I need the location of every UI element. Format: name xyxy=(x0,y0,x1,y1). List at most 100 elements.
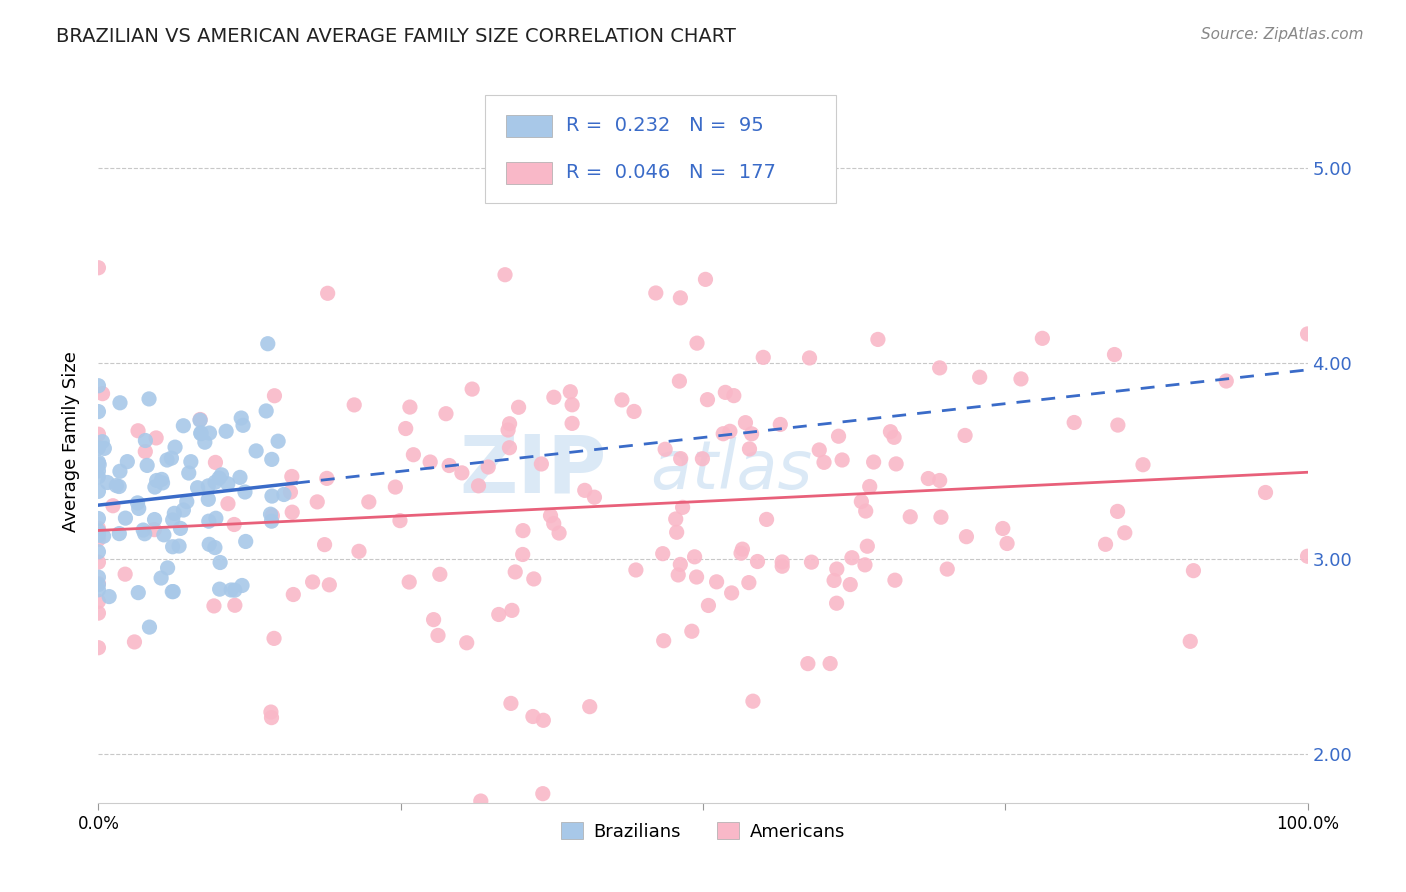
Point xyxy=(685,570,707,584)
Point xyxy=(496,423,519,437)
Point xyxy=(127,585,149,599)
Point xyxy=(87,570,110,584)
Point xyxy=(456,636,478,650)
Point xyxy=(723,389,745,403)
Point xyxy=(1132,458,1154,472)
Point xyxy=(623,404,645,418)
Point xyxy=(108,396,131,410)
Point xyxy=(825,562,848,576)
Point xyxy=(219,582,242,597)
Point xyxy=(150,472,173,486)
FancyBboxPatch shape xyxy=(485,95,837,203)
Point xyxy=(884,457,907,471)
Point xyxy=(671,500,693,515)
Point xyxy=(162,584,184,599)
Point xyxy=(165,440,187,454)
Point xyxy=(263,389,285,403)
Point xyxy=(281,505,304,519)
Point xyxy=(167,539,190,553)
Point xyxy=(665,512,688,526)
Point xyxy=(87,576,110,591)
Text: R =  0.232   N =  95: R = 0.232 N = 95 xyxy=(567,116,763,136)
Point xyxy=(1296,549,1319,564)
Point xyxy=(583,490,606,504)
Point xyxy=(936,562,959,576)
Point xyxy=(450,466,472,480)
Point xyxy=(898,509,921,524)
Point xyxy=(314,538,336,552)
Point xyxy=(260,711,283,725)
Point xyxy=(755,512,778,526)
Point xyxy=(770,559,793,574)
Point xyxy=(827,429,849,443)
Point xyxy=(738,442,761,456)
Point xyxy=(224,517,246,532)
Point xyxy=(395,421,418,435)
Point xyxy=(224,583,246,598)
Point xyxy=(87,524,110,538)
Point xyxy=(105,478,128,492)
Point xyxy=(866,333,889,347)
Point xyxy=(522,709,544,723)
Point xyxy=(799,351,821,365)
Point xyxy=(150,571,173,585)
Point xyxy=(87,582,110,597)
Point xyxy=(87,455,110,469)
Point xyxy=(1180,634,1202,648)
Point xyxy=(1182,564,1205,578)
Point xyxy=(162,540,184,554)
Point xyxy=(797,657,820,671)
Point xyxy=(512,548,534,562)
Point xyxy=(198,537,221,551)
Point xyxy=(315,471,337,485)
Point xyxy=(101,499,124,513)
Point xyxy=(683,549,706,564)
Point xyxy=(1296,326,1319,341)
Point xyxy=(501,603,523,617)
Point xyxy=(87,521,110,535)
Point xyxy=(955,530,977,544)
Point xyxy=(162,584,184,599)
Point xyxy=(156,453,179,467)
Point xyxy=(217,497,239,511)
Point xyxy=(145,474,167,488)
Point xyxy=(197,479,219,493)
Point xyxy=(254,404,277,418)
Point xyxy=(187,481,209,495)
Point xyxy=(752,351,775,365)
Point xyxy=(87,484,110,499)
Point xyxy=(114,511,136,525)
Point xyxy=(437,458,460,473)
Text: Source: ZipAtlas.com: Source: ZipAtlas.com xyxy=(1201,27,1364,42)
Legend: Brazilians, Americans: Brazilians, Americans xyxy=(554,815,852,848)
Text: atlas: atlas xyxy=(630,437,813,503)
Point xyxy=(498,441,520,455)
Point xyxy=(928,360,950,375)
Point xyxy=(232,418,254,433)
Point xyxy=(256,336,278,351)
Point xyxy=(429,567,451,582)
Point xyxy=(229,470,252,484)
Point xyxy=(862,455,884,469)
Point xyxy=(624,563,647,577)
Point xyxy=(259,507,281,521)
Point xyxy=(231,578,253,592)
Point xyxy=(1031,331,1053,345)
Point xyxy=(162,513,184,527)
Point xyxy=(477,460,499,475)
Point xyxy=(87,378,110,392)
Point xyxy=(87,606,110,620)
Point xyxy=(87,533,110,547)
Point xyxy=(117,455,139,469)
Point xyxy=(209,556,232,570)
Point xyxy=(127,496,149,510)
Point xyxy=(194,435,217,450)
Point xyxy=(742,694,765,708)
Point xyxy=(467,479,489,493)
Point xyxy=(231,411,253,425)
Point xyxy=(202,599,225,613)
Point xyxy=(235,534,257,549)
Point xyxy=(357,495,380,509)
Point xyxy=(87,441,110,455)
Point xyxy=(128,501,150,516)
